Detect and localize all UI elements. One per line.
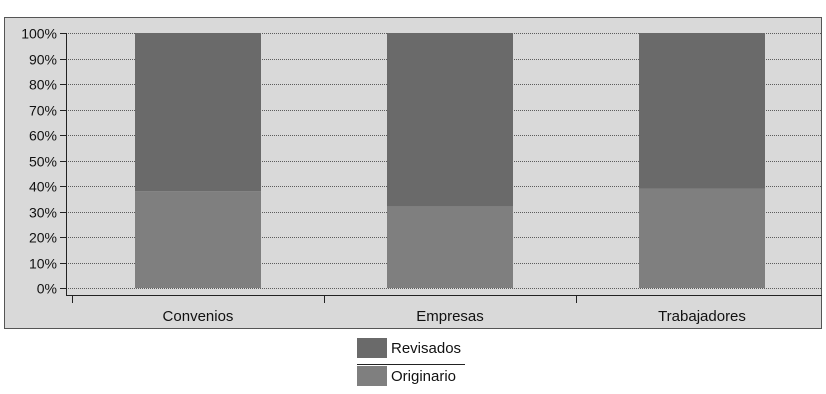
legend-label-originario: Originario bbox=[391, 367, 457, 385]
legend-swatch-originario bbox=[357, 366, 387, 386]
y-tick-label: 0% bbox=[37, 281, 57, 297]
legend-item-originario: Originario bbox=[357, 366, 477, 386]
y-tick-label: 30% bbox=[29, 205, 57, 221]
y-tick-label: 100% bbox=[21, 26, 57, 42]
bar-originario-convenios bbox=[135, 191, 261, 288]
legend-label-revisados: Revisados bbox=[391, 339, 462, 357]
legend-item-revisados: Revisados bbox=[357, 338, 477, 358]
legend-swatch-revisados bbox=[357, 338, 387, 358]
bar-revisados-convenios bbox=[135, 33, 261, 192]
bar-originario-empresas bbox=[387, 206, 513, 288]
legend-divider bbox=[357, 364, 465, 365]
x-tick-label: Empresas bbox=[416, 308, 484, 325]
tick-labels: 0% 10% 20% 30% 40% 50% 60% 70% 80% 90% 100% Conveni… bbox=[21, 26, 746, 326]
bars bbox=[135, 33, 765, 288]
x-tick-label: Trabajadores bbox=[658, 308, 746, 325]
axes bbox=[60, 33, 822, 303]
legend: Revisados Originario bbox=[357, 338, 477, 394]
y-tick-label: 90% bbox=[29, 52, 57, 68]
bar-revisados-empresas bbox=[387, 33, 513, 207]
y-tick-label: 40% bbox=[29, 179, 57, 195]
y-tick-label: 10% bbox=[29, 256, 57, 272]
bar-originario-trabajadores bbox=[639, 188, 765, 288]
y-tick-label: 20% bbox=[29, 230, 57, 246]
y-tick-label: 80% bbox=[29, 77, 57, 93]
x-tick-label: Convenios bbox=[163, 308, 234, 325]
y-tick-label: 60% bbox=[29, 128, 57, 144]
y-tick-label: 70% bbox=[29, 103, 57, 119]
bar-chart: 0% 10% 20% 30% 40% 50% 60% 70% 80% 90% 100% Conveni… bbox=[4, 17, 822, 329]
bar-revisados-trabajadores bbox=[639, 33, 765, 189]
y-tick-label: 50% bbox=[29, 154, 57, 170]
